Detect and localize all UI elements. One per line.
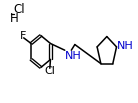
Text: F: F: [20, 31, 26, 41]
Text: NH: NH: [65, 52, 82, 61]
Text: Cl: Cl: [13, 3, 25, 16]
Text: H: H: [10, 12, 18, 25]
Text: Cl: Cl: [44, 66, 55, 76]
Text: NH: NH: [117, 41, 134, 51]
